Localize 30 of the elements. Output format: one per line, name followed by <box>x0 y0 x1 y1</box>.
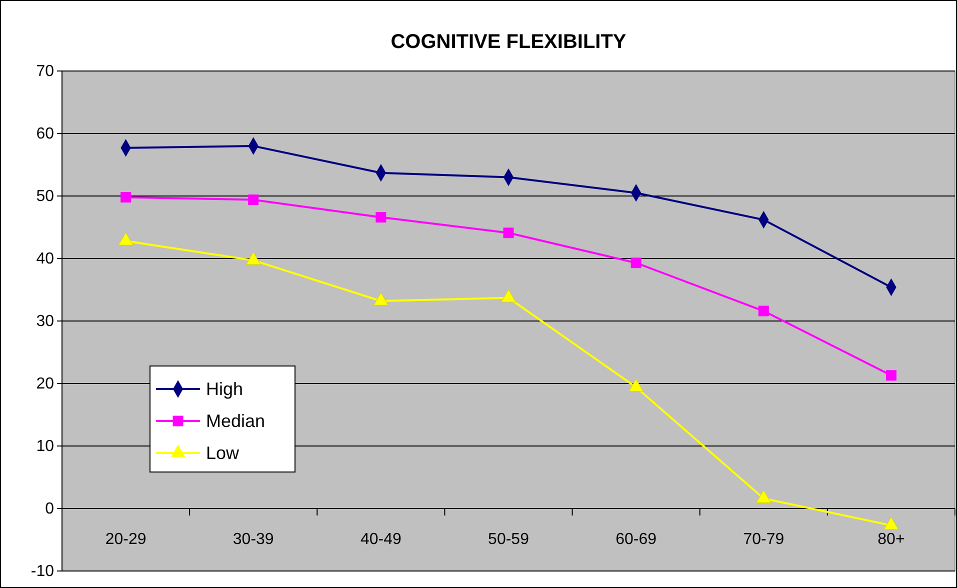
y-tick-label: 0 <box>45 500 54 518</box>
point <box>503 228 514 238</box>
x-tick-label: 40-49 <box>360 530 402 548</box>
x-tick-label: 30-39 <box>232 530 274 548</box>
y-tick-label: 50 <box>36 188 54 206</box>
point <box>376 212 386 222</box>
legend-label: Low <box>206 443 240 463</box>
y-tick-label: 30 <box>36 313 54 330</box>
point <box>120 192 132 202</box>
point <box>628 378 644 392</box>
x-tick-label: 50-59 <box>488 530 530 548</box>
point <box>886 370 896 381</box>
x-tick-label: 20-29 <box>105 530 146 548</box>
point <box>248 194 259 205</box>
point <box>756 490 772 503</box>
y-tick-label: -10 <box>30 563 54 580</box>
y-tick-label: 20 <box>36 376 54 393</box>
y-tick-label: 70 <box>36 63 54 80</box>
point <box>758 306 769 316</box>
y-tick-label: 10 <box>36 438 54 456</box>
x-tick-label: 70-79 <box>743 530 784 548</box>
y-tick-label: 60 <box>36 126 54 143</box>
legend-label: Median <box>206 411 266 431</box>
x-tick-label: 80+ <box>878 530 905 548</box>
chart-title: COGNITIVE FLEXIBILITY <box>390 31 627 53</box>
y-tick-label: 40 <box>36 250 54 268</box>
legend-label: High <box>206 379 244 399</box>
point <box>884 516 899 530</box>
point <box>630 258 642 268</box>
x-tick-label: 60-69 <box>616 530 657 548</box>
